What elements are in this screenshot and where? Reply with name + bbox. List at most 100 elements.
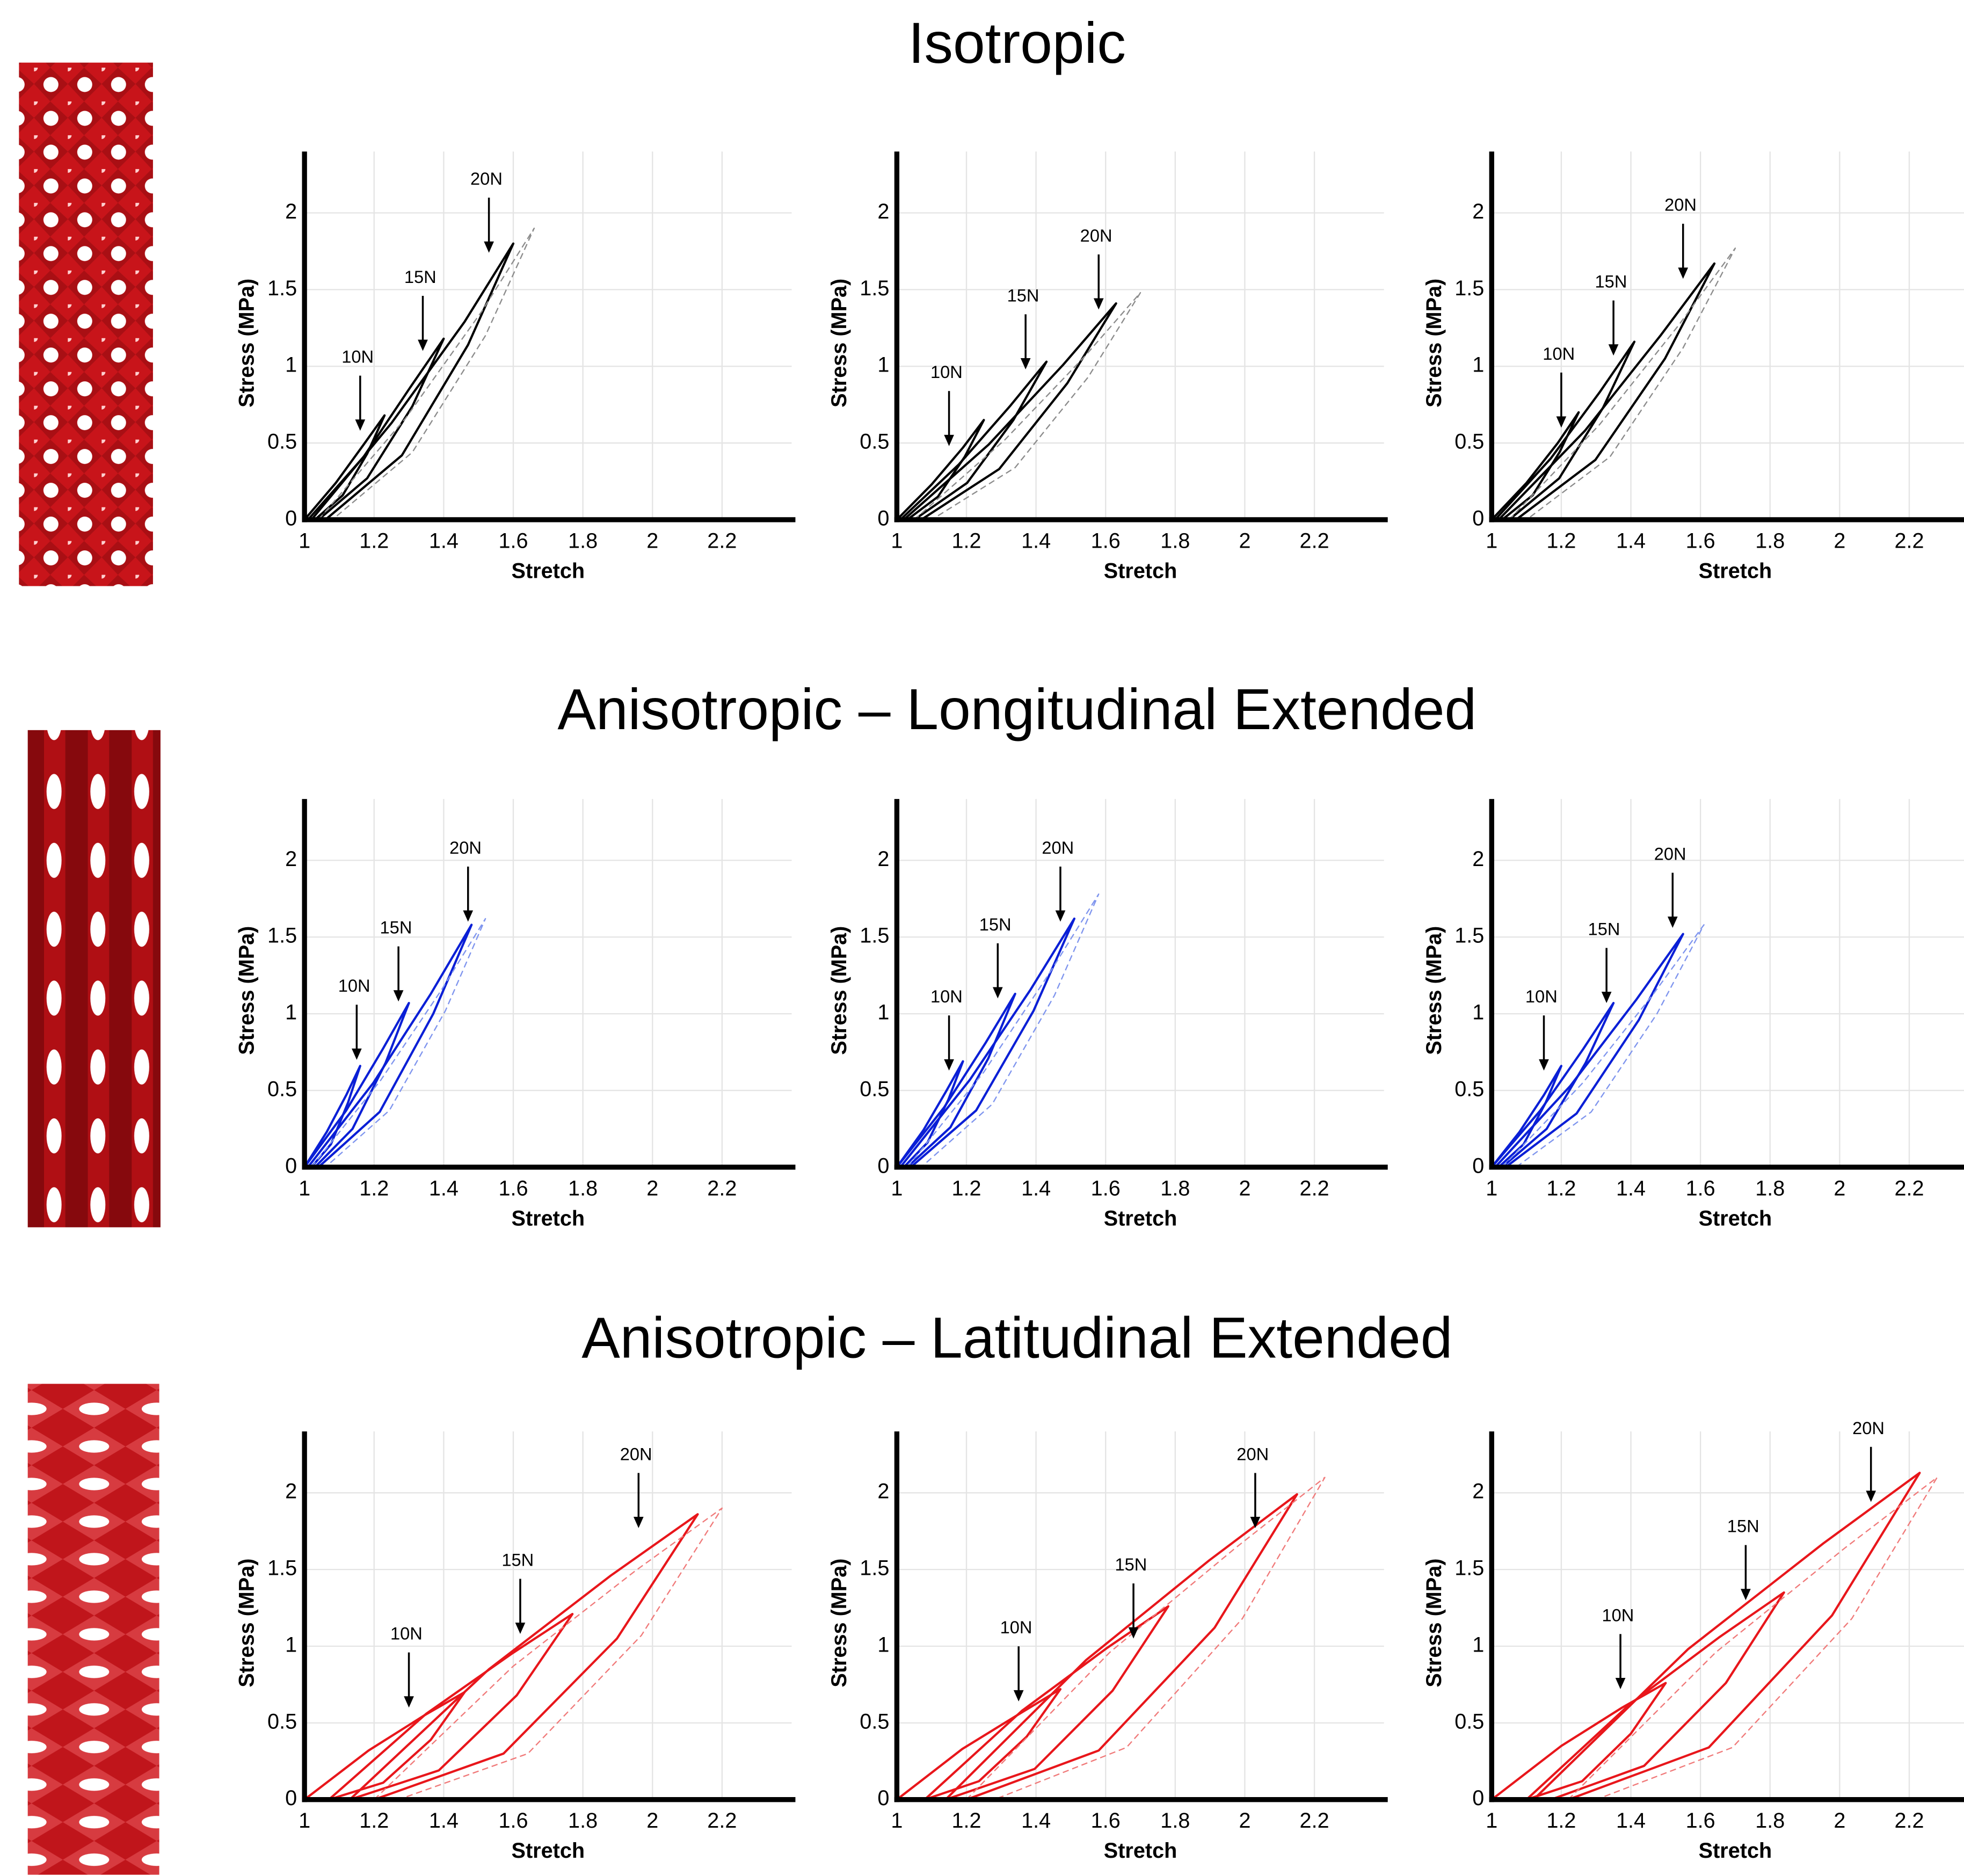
x-axis-label: Stretch — [1699, 1206, 1772, 1230]
y-tick-label: 0 — [285, 1154, 297, 1177]
row-title: Anisotropic – Longitudinal Extended — [557, 677, 1476, 741]
series-line — [1525, 1591, 1785, 1801]
series-line — [896, 1688, 1062, 1801]
arrow-head — [484, 241, 494, 253]
arrow-head — [944, 434, 954, 446]
series-line — [1501, 924, 1705, 1168]
x-axis-label: Stretch — [1104, 1206, 1177, 1230]
chart: 1 1.2 1.4 1.6 1.8 2 2.2 0 0.5 1 1.5 2 Stretch Stress … — [827, 799, 1388, 1230]
x-tick-label: 1.8 — [1755, 1809, 1785, 1833]
arrow-head — [352, 1048, 362, 1060]
series-line — [896, 419, 985, 521]
x-tick-label: 1.8 — [568, 1176, 598, 1200]
x-tick-label: 1.4 — [1021, 1809, 1051, 1833]
annotation-label: 10N — [1525, 986, 1558, 1006]
x-tick-label: 1.6 — [1686, 1809, 1715, 1833]
series-line — [914, 292, 1141, 520]
x-tick-label: 2 — [1834, 1809, 1845, 1833]
y-tick-label: 2 — [877, 200, 889, 223]
x-tick-label: 2 — [646, 1809, 658, 1833]
longitudinal-specimen — [27, 730, 161, 1227]
y-tick-label: 0 — [285, 506, 297, 530]
x-tick-label: 1.2 — [1546, 1176, 1576, 1200]
x-tick-label: 1.8 — [1755, 1176, 1785, 1200]
y-tick-label: 0.5 — [860, 1077, 889, 1101]
annotation-label: 10N — [1000, 1617, 1032, 1637]
x-tick-label: 1.6 — [498, 1809, 528, 1833]
annotation-label: 15N — [1595, 272, 1627, 292]
y-axis-label: Stress (MPa) — [1422, 1558, 1446, 1687]
x-tick-label: 1.6 — [1091, 1176, 1121, 1200]
x-tick-label: 1 — [891, 1176, 903, 1200]
annotation-label: 20N — [1236, 1444, 1269, 1464]
y-tick-label: 2 — [877, 847, 889, 871]
x-tick-label: 2 — [1239, 1176, 1250, 1200]
x-tick-label: 1.2 — [1546, 1809, 1576, 1833]
series-line — [328, 1612, 574, 1801]
x-axis-label: Stretch — [1699, 559, 1772, 583]
x-tick-label: 2.2 — [1894, 1176, 1924, 1200]
x-tick-label: 1.6 — [498, 529, 528, 552]
x-tick-label: 1.4 — [429, 1176, 459, 1200]
y-tick-label: 1.5 — [1454, 924, 1484, 948]
annotation-label: 15N — [1115, 1554, 1147, 1574]
series-line — [1494, 340, 1636, 521]
annotation-label: 15N — [380, 918, 412, 937]
series-line — [318, 227, 535, 520]
y-tick-label: 1 — [1472, 1633, 1484, 1656]
y-tick-label: 1.5 — [267, 277, 297, 300]
x-tick-label: 2 — [1834, 529, 1845, 552]
annotation-label: 15N — [979, 914, 1012, 934]
series-line — [923, 1605, 1170, 1801]
chart: 1 1.2 1.4 1.6 1.8 2 2.2 0 0.5 1 1.5 2 Stretch Stress … — [235, 799, 796, 1230]
arrow-head — [463, 910, 474, 922]
y-tick-label: 2 — [285, 1480, 297, 1503]
annotation-label: 15N — [501, 1550, 534, 1569]
x-tick-label: 1.2 — [951, 1176, 981, 1200]
arrow-head — [1678, 267, 1689, 279]
x-tick-label: 1 — [1486, 1809, 1497, 1833]
series-line — [311, 918, 486, 1168]
x-tick-label: 2.2 — [1300, 529, 1329, 552]
y-tick-label: 0 — [877, 1154, 889, 1177]
x-tick-label: 2.2 — [707, 1176, 737, 1200]
y-axis-label: Stress (MPa) — [827, 279, 851, 408]
y-tick-label: 0.5 — [267, 430, 297, 454]
series-line — [966, 1477, 1326, 1800]
series-line — [303, 1065, 361, 1168]
x-tick-label: 1.6 — [498, 1176, 528, 1200]
x-tick-label: 2.2 — [1300, 1176, 1329, 1200]
arrow-head — [1055, 910, 1066, 922]
series-line — [903, 302, 1117, 521]
y-tick-label: 2 — [285, 200, 297, 223]
x-axis-label: Stretch — [1699, 1839, 1772, 1863]
chart: 1 1.2 1.4 1.6 1.8 2 2.2 0 0.5 1 1.5 2 Stretch Stress … — [235, 151, 796, 583]
x-tick-label: 1.4 — [429, 529, 459, 552]
y-tick-label: 1.5 — [860, 1557, 889, 1580]
annotation-label: 15N — [1588, 919, 1620, 939]
series-line — [906, 893, 1100, 1168]
annotation-label: 15N — [404, 267, 437, 287]
y-tick-label: 0 — [285, 1786, 297, 1810]
arrow-head — [393, 990, 404, 1002]
chart: 1 1.2 1.4 1.6 1.8 2 2.2 0 0.5 1 1.5 2 Stretch Stress … — [827, 151, 1388, 583]
series-line — [310, 242, 515, 521]
series-line — [348, 1513, 699, 1801]
y-tick-label: 1.5 — [267, 924, 297, 948]
x-tick-label: 2 — [1834, 1176, 1845, 1200]
y-tick-label: 1 — [877, 353, 889, 377]
annotation-label: 15N — [1727, 1516, 1759, 1536]
x-axis-label: Stretch — [1104, 1839, 1177, 1863]
y-tick-label: 1.5 — [1454, 1557, 1484, 1580]
x-tick-label: 1.2 — [1546, 529, 1576, 552]
series-line — [303, 414, 386, 521]
chart: 1 1.2 1.4 1.6 1.8 2 2.2 0 0.5 1 1.5 2 Stretch Stress … — [1422, 799, 1964, 1230]
arrow-head — [1741, 1589, 1751, 1601]
x-tick-label: 2 — [1239, 1809, 1250, 1833]
y-tick-label: 0 — [1472, 506, 1484, 530]
x-tick-label: 1.2 — [359, 1809, 389, 1833]
x-tick-label: 1.4 — [1021, 1176, 1051, 1200]
arrow-head — [355, 419, 366, 431]
arrow-head — [1093, 298, 1104, 310]
